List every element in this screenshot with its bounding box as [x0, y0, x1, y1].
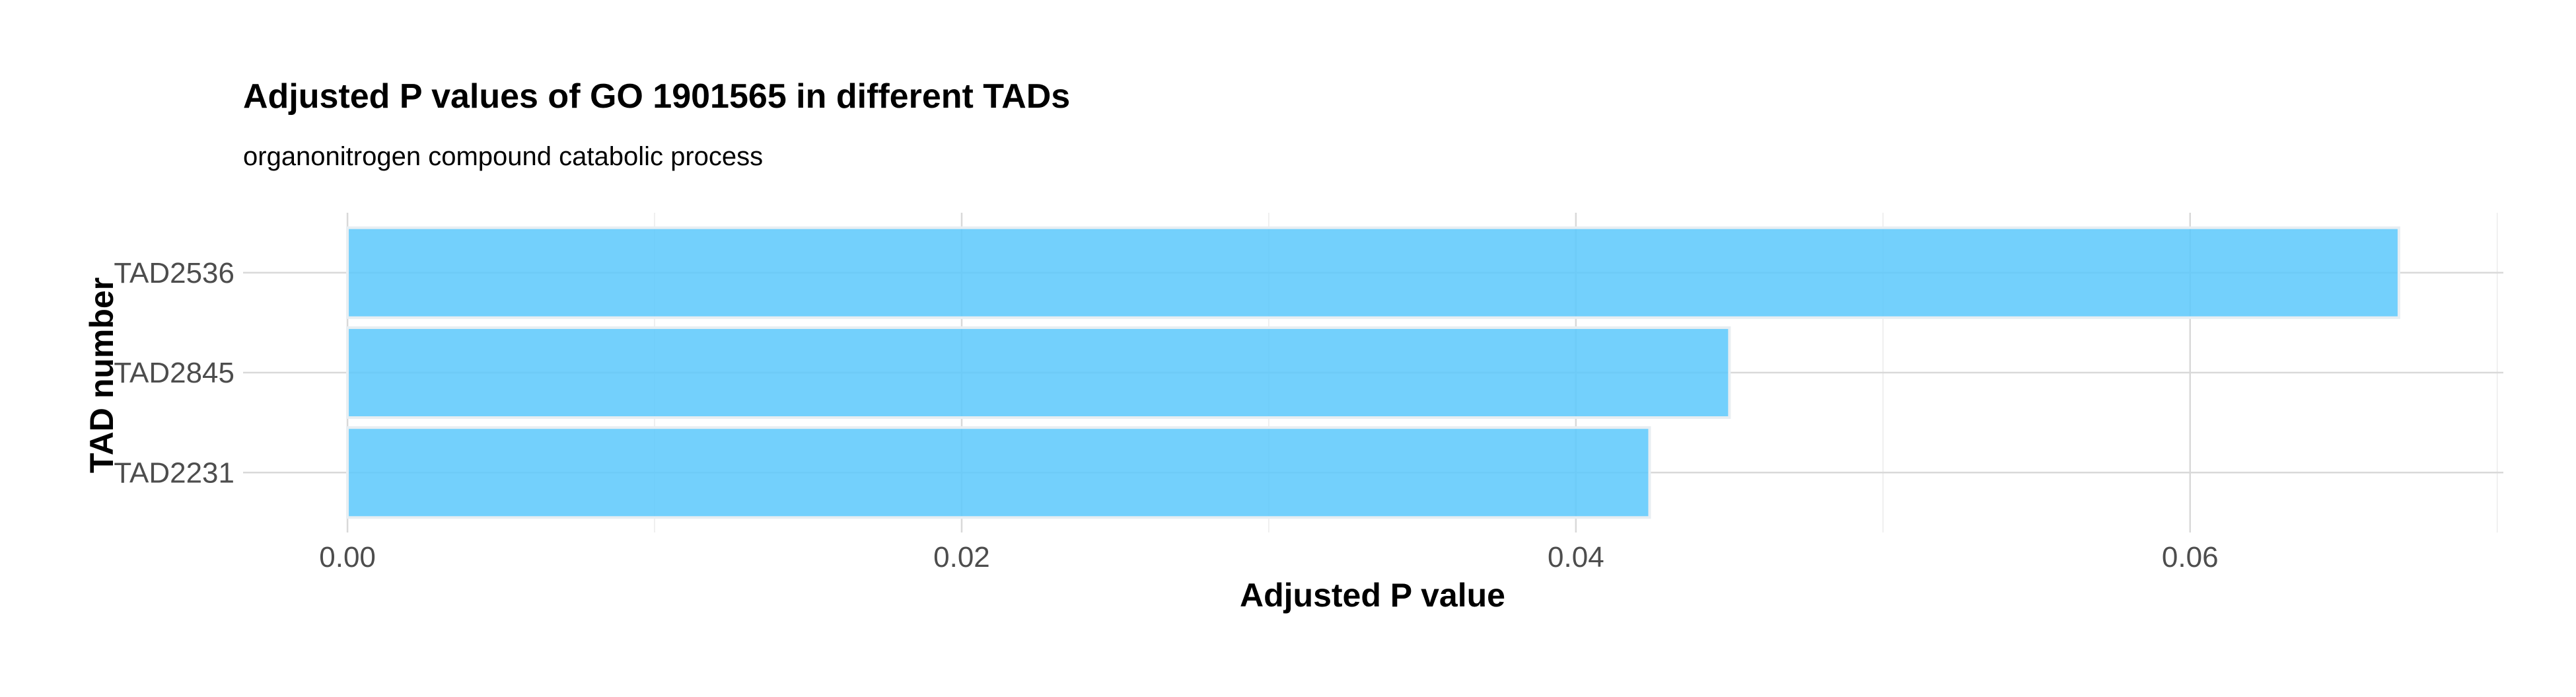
bars	[346, 226, 2400, 519]
x-tick-label: 0.02	[933, 541, 990, 573]
x-tick-label: 0.04	[1548, 541, 1604, 573]
bar-tad2231	[346, 426, 1651, 519]
x-axis-title: Adjusted P value	[1240, 577, 1505, 614]
y-tick-label: TAD2845	[114, 357, 234, 389]
bar-tad2845	[346, 326, 1731, 420]
y-axis-title: TAD number	[83, 277, 120, 473]
y-tick-label: TAD2536	[114, 257, 234, 289]
x-tick-label: 0.00	[319, 541, 376, 573]
y-tick-label: TAD2231	[114, 457, 234, 489]
bar-tad2536	[346, 226, 2400, 319]
chart-title: Adjusted P values of GO 1901565 in diffe…	[243, 77, 1070, 116]
chart-subtitle: organonitrogen compound catabolic proces…	[243, 142, 763, 171]
x-tick-label: 0.06	[2162, 541, 2219, 573]
tick-labels: 0.00 0.02 0.04 0.06 TAD2536 TAD2845 TAD2231	[114, 257, 2218, 573]
